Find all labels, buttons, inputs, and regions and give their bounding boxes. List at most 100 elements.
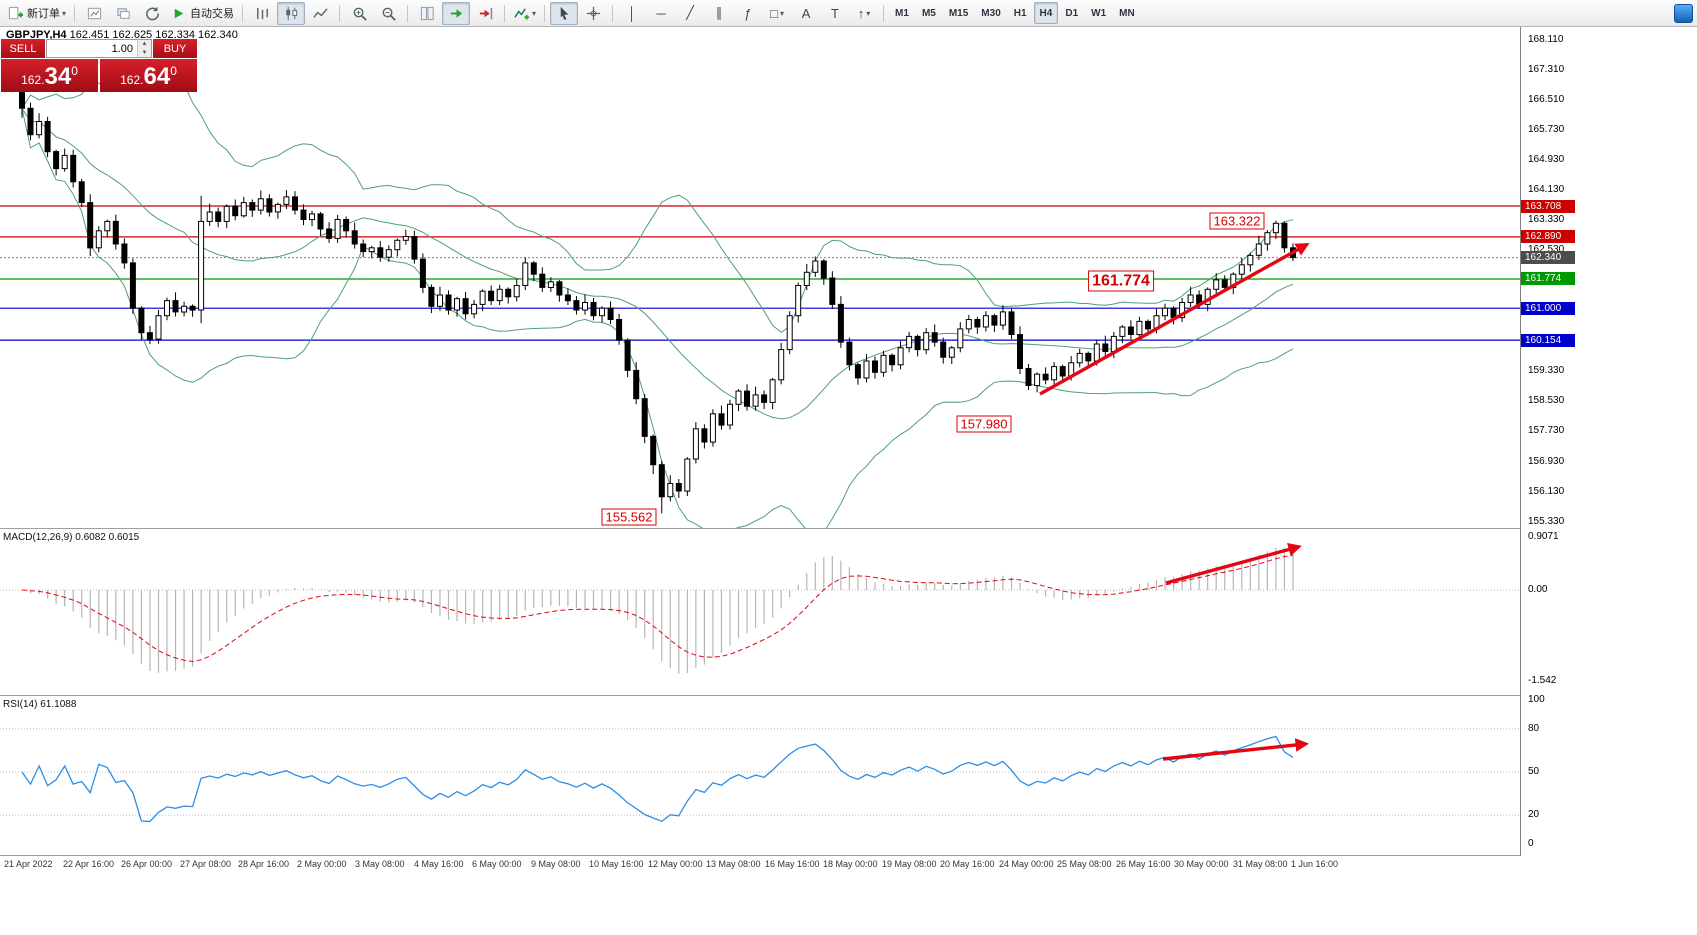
price-tick: 167.310 bbox=[1528, 64, 1565, 75]
candlestick-chart-button[interactable] bbox=[277, 1, 306, 25]
auto-scroll-button[interactable] bbox=[442, 1, 471, 25]
time-label: 19 May 08:00 bbox=[882, 859, 937, 869]
timeframe-m15-button[interactable]: M15 bbox=[948, 7, 969, 19]
buy-button[interactable]: BUY bbox=[153, 39, 197, 58]
price-tick: 162.530 bbox=[1528, 244, 1565, 255]
chart-window-button[interactable] bbox=[80, 2, 108, 25]
refresh-button[interactable] bbox=[138, 2, 166, 25]
price-annotation[interactable]: 161.774 bbox=[1088, 270, 1154, 292]
price-tick: 164.130 bbox=[1528, 184, 1565, 195]
timeframe-d1-button[interactable]: D1 bbox=[1065, 7, 1079, 19]
autotrade-button[interactable]: 自动交易 bbox=[167, 2, 237, 25]
price-tick: 156.130 bbox=[1528, 486, 1565, 497]
toolbar-separator bbox=[242, 4, 244, 22]
price-annotation[interactable]: 157.980 bbox=[956, 415, 1012, 433]
timeframe-mn-button[interactable]: MN bbox=[1119, 7, 1135, 19]
price-level-chip: 162.340 bbox=[1521, 251, 1575, 264]
text-label-button[interactable]: T bbox=[821, 2, 849, 25]
pane-separator[interactable] bbox=[0, 528, 1697, 529]
macd-histogram bbox=[29, 547, 1294, 674]
macd-axis-label: 0.00 bbox=[1528, 584, 1548, 595]
chevron-up-icon[interactable]: ▲ bbox=[138, 40, 151, 49]
zoomin-icon bbox=[351, 5, 368, 22]
price-tick: 163.330 bbox=[1528, 214, 1565, 225]
time-label: 27 Apr 08:00 bbox=[180, 859, 232, 869]
timeframe-m1-button[interactable]: M1 bbox=[895, 7, 909, 19]
price-tick: 157.730 bbox=[1528, 425, 1565, 436]
rsi-axis-label: 50 bbox=[1528, 766, 1540, 777]
time-label: 4 May 16:00 bbox=[414, 859, 464, 869]
trend-arrow[interactable] bbox=[1165, 542, 1302, 585]
macd-values: 0.6082 0.6015 bbox=[75, 532, 140, 543]
chart-objects-layer: 163.322 161.774 157.980 155.562 bbox=[0, 27, 1520, 856]
sell-price-button[interactable]: 162. 34 0 bbox=[1, 59, 98, 92]
trendline-button[interactable]: ╱ bbox=[676, 2, 704, 25]
time-axis[interactable]: 21 Apr 2022 22 Apr 16:00 26 Apr 00:00 27 Ap… bbox=[0, 856, 1520, 873]
rsi-pane[interactable] bbox=[0, 696, 1520, 855]
chevron-down-icon[interactable]: ▼ bbox=[138, 48, 151, 57]
timeframe-m30-button[interactable]: M30 bbox=[981, 7, 1001, 19]
fibonacci-button[interactable]: ƒ bbox=[734, 2, 762, 25]
time-label: 21 Apr 2022 bbox=[4, 859, 53, 869]
line-chart-button[interactable] bbox=[306, 2, 334, 25]
community-icon[interactable] bbox=[1674, 3, 1693, 23]
horizontal-line-button[interactable]: ─ bbox=[647, 2, 675, 25]
macd-pane[interactable] bbox=[0, 529, 1520, 695]
new-order-button[interactable]: 新订单 ▾ bbox=[4, 2, 69, 25]
zoom-in-button[interactable] bbox=[345, 2, 373, 25]
buy-price-button[interactable]: 162. 64 0 bbox=[100, 59, 197, 92]
price-tick: 158.530 bbox=[1528, 395, 1565, 406]
candles bbox=[19, 66, 1296, 514]
time-label: 20 May 16:00 bbox=[940, 859, 995, 869]
bar-chart-button[interactable] bbox=[248, 2, 276, 25]
price-tick: 159.330 bbox=[1528, 365, 1565, 376]
channel-icon: ∥ bbox=[715, 5, 723, 20]
arrows-button[interactable]: ↑ ▾ bbox=[850, 2, 878, 25]
volume-stepper[interactable]: ▲ ▼ bbox=[137, 40, 151, 57]
cursor-icon bbox=[556, 5, 573, 22]
rsi-axis-label: 0 bbox=[1528, 838, 1534, 849]
text-label-icon: T bbox=[831, 5, 839, 21]
volume-field[interactable]: 1.00 ▲ ▼ bbox=[46, 39, 152, 58]
crosshair-button[interactable] bbox=[579, 2, 607, 25]
text-button[interactable]: A bbox=[792, 2, 820, 25]
one-click-trading-panel: SELL 1.00 ▲ ▼ BUY 162. 34 0 162. bbox=[1, 39, 197, 92]
sell-button[interactable]: SELL bbox=[1, 39, 45, 58]
timeframe-m5-button[interactable]: M5 bbox=[921, 7, 936, 19]
trend-arrow[interactable] bbox=[1039, 243, 1310, 396]
shapes-button[interactable]: □ ▾ bbox=[763, 2, 791, 25]
timeframe-h1-button[interactable]: H1 bbox=[1013, 7, 1027, 19]
price-level-chip: 161.774 bbox=[1521, 272, 1575, 285]
indicators-icon bbox=[513, 5, 530, 22]
price-level-chip: 162.890 bbox=[1521, 230, 1575, 243]
shift-icon bbox=[477, 5, 494, 22]
price-annotation[interactable]: 163.322 bbox=[1209, 212, 1265, 230]
indicators-button[interactable]: ▾ bbox=[510, 2, 539, 25]
pane-separator[interactable] bbox=[0, 855, 1697, 856]
zoom-out-button[interactable] bbox=[374, 2, 402, 25]
timeframe-h4-button[interactable]: H4 bbox=[1033, 2, 1059, 24]
macd-signal-line bbox=[21, 554, 1294, 663]
pane-separator[interactable] bbox=[0, 695, 1697, 696]
vertical-line-button[interactable]: │ bbox=[618, 2, 646, 25]
bollinger-bands bbox=[21, 71, 1294, 528]
price-axis[interactable]: 168.110 167.310 166.510 165.730 164.930 164.1… bbox=[1520, 27, 1697, 856]
price-annotation[interactable]: 155.562 bbox=[601, 508, 657, 526]
trendline-icon: ╱ bbox=[686, 5, 694, 20]
chevron-down-icon: ▾ bbox=[532, 8, 537, 18]
time-label: 26 Apr 00:00 bbox=[121, 859, 173, 869]
autoscroll-icon bbox=[448, 5, 465, 22]
channel-button[interactable]: ∥ bbox=[705, 2, 733, 25]
main-chart[interactable] bbox=[0, 27, 1520, 528]
chart-shift-button[interactable] bbox=[471, 2, 499, 25]
toolbar-separator bbox=[544, 4, 546, 22]
timeframe-w1-button[interactable]: W1 bbox=[1091, 7, 1107, 19]
shapes-icon: □ bbox=[770, 5, 778, 21]
tile-windows-button[interactable] bbox=[413, 2, 441, 25]
pageplus-icon bbox=[7, 5, 24, 22]
toolbar-right bbox=[1674, 3, 1693, 23]
profiles-button[interactable] bbox=[109, 2, 137, 25]
price-tick: 156.930 bbox=[1528, 456, 1565, 467]
cursor-button[interactable] bbox=[550, 1, 579, 25]
trend-arrow[interactable] bbox=[1162, 738, 1310, 761]
